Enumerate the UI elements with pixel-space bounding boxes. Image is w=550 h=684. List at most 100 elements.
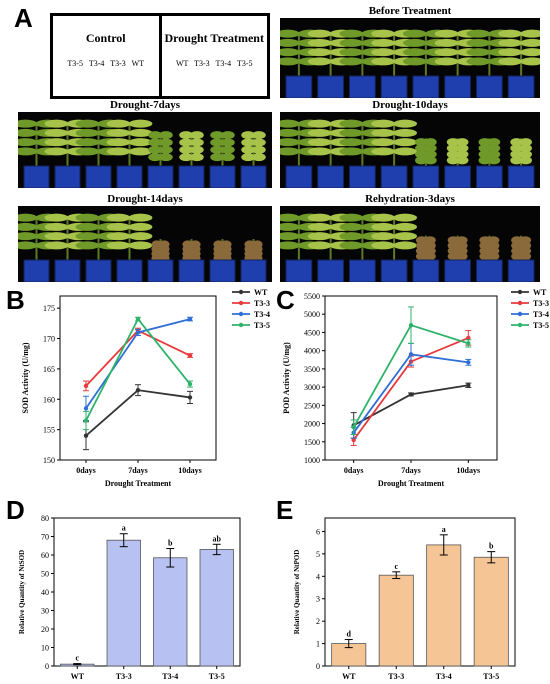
plant-leaf xyxy=(339,38,364,47)
plant-pot xyxy=(380,75,408,98)
plant-leaf xyxy=(44,138,69,147)
plant-leaf xyxy=(75,147,100,156)
plant-leaf xyxy=(393,138,418,147)
y-tick-label: 0 xyxy=(45,662,49,671)
plant-leaf xyxy=(18,241,38,250)
x-tick-label: 10days xyxy=(178,466,202,475)
plant-leaf xyxy=(75,213,100,222)
plant-leaf xyxy=(190,153,204,162)
plant-leaf xyxy=(487,236,500,245)
y-axis-label: SOD Activity (U/mg) xyxy=(21,342,30,413)
y-tick-label: 70 xyxy=(41,533,49,542)
plant-leaf xyxy=(221,138,235,147)
plant-leaf xyxy=(487,138,501,147)
legend-marker xyxy=(238,322,244,328)
significance-letter: a xyxy=(442,525,446,534)
plant-leaf xyxy=(415,144,428,153)
bar xyxy=(426,544,462,667)
plant-leaf xyxy=(18,128,38,137)
y-tick-label: 1500 xyxy=(304,438,320,447)
y-tick-label: 2000 xyxy=(304,420,320,429)
data-point xyxy=(83,433,89,438)
data-point xyxy=(466,360,471,365)
plant-leaf xyxy=(179,131,193,140)
plant-leaf xyxy=(478,138,491,147)
plant-leaf xyxy=(44,147,69,156)
plant-leaf xyxy=(371,119,396,128)
plant-leaf xyxy=(402,48,427,57)
y-tick-label: 0 xyxy=(316,662,320,671)
y-tick-label: 6 xyxy=(316,527,320,536)
plant-leaf xyxy=(158,240,170,249)
plant-leaf xyxy=(280,57,300,66)
plant-leaf xyxy=(210,153,224,162)
photo-title: Before Treatment xyxy=(368,5,452,17)
plant-leaf xyxy=(434,29,459,38)
data-point xyxy=(83,383,89,389)
plant-leaf xyxy=(519,138,532,147)
plant-leaf xyxy=(106,232,131,241)
plant-leaf xyxy=(434,38,459,47)
plant-pot xyxy=(317,75,344,98)
plant-leaf xyxy=(190,145,204,154)
plant-leaf xyxy=(466,57,491,66)
plant-pot xyxy=(349,259,376,282)
plant-leaf xyxy=(393,147,418,156)
plant-leaf xyxy=(498,38,523,47)
data-point xyxy=(466,383,471,388)
plant-pot xyxy=(147,259,174,282)
x-axis-label: Drought Treatment xyxy=(105,479,172,488)
plant-leaf xyxy=(159,153,173,162)
plant-leaf xyxy=(371,128,396,137)
plant-leaf xyxy=(510,150,523,159)
plant-leaf xyxy=(280,241,300,250)
plant-leaf xyxy=(128,232,153,241)
plant-photo-svg xyxy=(280,112,540,188)
plant-leaf xyxy=(424,150,437,159)
legend-label: T3-3 xyxy=(254,299,270,308)
plant-leaf xyxy=(520,48,540,57)
data-point xyxy=(83,406,89,411)
y-tick-label: 160 xyxy=(43,395,55,404)
photo-drought-14days: Drought-14days xyxy=(18,192,272,282)
plant-leaf xyxy=(148,153,162,162)
legend-label: WT xyxy=(533,288,547,297)
data-point xyxy=(408,352,414,357)
photo-before-treatment: Before Treatment xyxy=(280,4,540,98)
drought-order: WT T3-3 T3-4 T3-5 xyxy=(175,59,253,68)
plant-pot xyxy=(349,165,376,188)
data-point xyxy=(408,392,414,397)
data-point xyxy=(351,437,356,443)
plant-leaf xyxy=(252,138,266,147)
significance-letter: b xyxy=(168,539,173,548)
plant-leaf xyxy=(402,57,427,66)
plant-leaf xyxy=(339,119,364,128)
plant-leaf xyxy=(18,213,38,222)
plant-leaf xyxy=(424,138,437,147)
plant-leaf xyxy=(280,213,300,222)
plant-leaf xyxy=(466,48,491,57)
panel-letter-c: C xyxy=(276,285,295,315)
plant-leaf xyxy=(241,145,255,154)
plant-leaf xyxy=(190,138,204,147)
plant-leaf xyxy=(44,128,69,137)
x-tick-label: WT xyxy=(342,672,356,681)
plant-leaf xyxy=(402,29,427,38)
plant-leaf xyxy=(75,241,100,250)
significance-letter: c xyxy=(394,562,398,571)
plant-leaf xyxy=(210,145,224,154)
data-point xyxy=(187,353,193,358)
plant-leaf xyxy=(339,48,364,57)
plant-leaf xyxy=(244,240,256,249)
plant-leaf xyxy=(371,138,396,147)
legend-label: T3-5 xyxy=(254,321,270,330)
series-line xyxy=(85,329,191,387)
data-point xyxy=(466,335,471,341)
plant-leaf xyxy=(487,150,501,159)
legend-label: T3-5 xyxy=(533,321,549,330)
plant-leaf xyxy=(519,236,532,245)
plant-leaf xyxy=(510,138,523,147)
plant-leaf xyxy=(189,240,201,249)
plant-leaf xyxy=(75,138,100,147)
plant-leaf xyxy=(415,236,428,245)
